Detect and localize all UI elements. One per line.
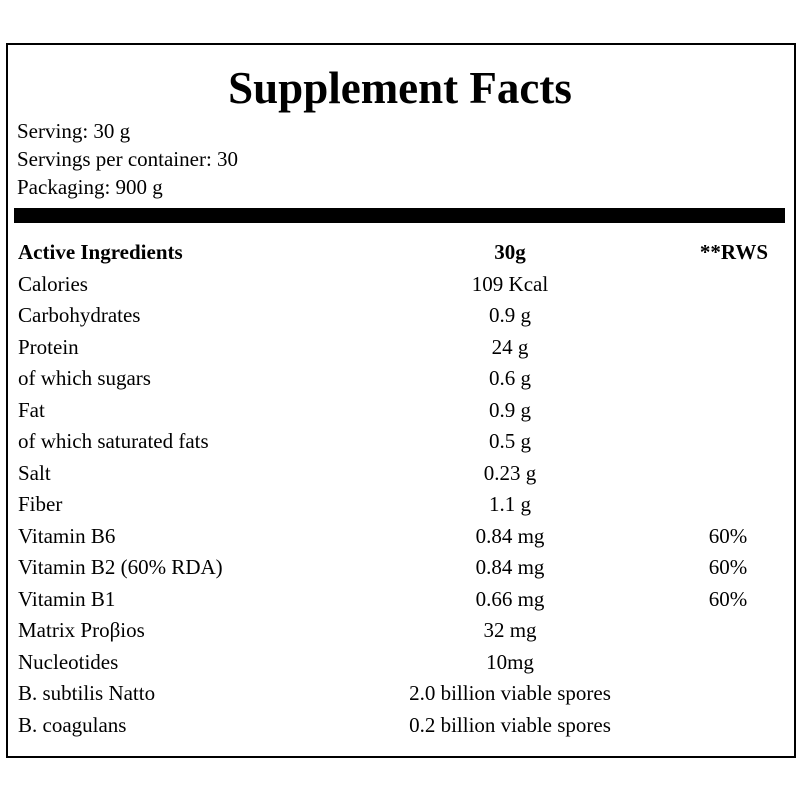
ingredient-amount: 24 g (491, 334, 529, 359)
column-header: Active Ingredients (18, 240, 183, 264)
ingredient-name: Calories (18, 271, 88, 296)
label-border (6, 43, 796, 758)
ingredient-name: B. coagulans (18, 712, 127, 737)
ingredient-name: Fat (18, 397, 45, 422)
ingredient-name: of which saturated fats (18, 429, 209, 453)
ingredient-name: Carbohydrates (18, 303, 141, 327)
ingredient-amount: 32 mg (483, 618, 537, 642)
info-line: Packaging: 900 g (17, 175, 163, 199)
label-title: Supplement Facts (228, 63, 572, 113)
ingredient-amount: 0.9 g (489, 397, 531, 422)
ingredient-rws: 60% (708, 523, 748, 548)
ingredient-rws: 60% (708, 586, 748, 611)
ingredient-rws: 60% (708, 555, 748, 579)
ingredient-name: Vitamin B6 (18, 523, 116, 548)
ingredient-amount: 0.23 g (483, 460, 537, 485)
ingredient-amount: 0.84 mg (475, 523, 545, 548)
info-line: Servings per container: 30 (17, 147, 239, 171)
ingredient-amount: 1.1 g (489, 492, 531, 516)
ingredient-name: Matrix Proβios (18, 618, 145, 642)
info-line: Serving: 30 g (17, 119, 131, 143)
ingredient-name: Vitamin B1 (18, 586, 116, 611)
column-header: **RWS (699, 240, 768, 264)
ingredient-name: Fiber (18, 492, 63, 516)
ingredient-name: Nucleotides (18, 649, 119, 674)
ingredient-name: B. subtilis Natto (18, 681, 156, 705)
ingredient-amount: 0.84 mg (475, 555, 545, 579)
column-header: 30g (494, 240, 526, 264)
ingredient-name: of which sugars (18, 366, 151, 390)
ingredient-name: Vitamin B2 (60% RDA) (18, 555, 223, 579)
ingredient-amount: 0.6 g (489, 366, 531, 390)
ingredient-amount: 10mg (486, 649, 534, 674)
ingredient-amount: 0.5 g (489, 429, 531, 453)
ingredient-name: Salt (18, 460, 51, 485)
ingredient-amount: 109 Kcal (471, 271, 549, 296)
ingredient-amount: 2.0 billion viable spores (409, 681, 611, 705)
ingredient-amount: 0.9 g (489, 303, 531, 327)
ingredient-name: Protein (18, 334, 79, 359)
divider-bar (14, 208, 785, 223)
ingredient-amount: 0.2 billion viable spores (409, 712, 611, 737)
ingredient-amount: 0.66 mg (475, 586, 545, 611)
